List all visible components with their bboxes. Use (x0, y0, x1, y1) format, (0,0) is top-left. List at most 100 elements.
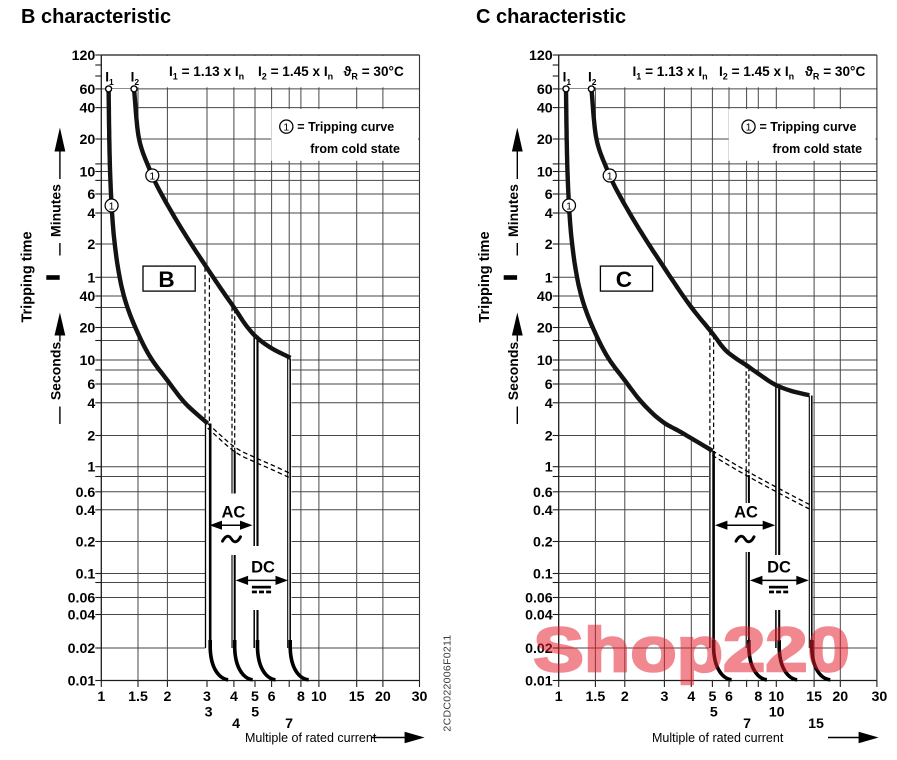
svg-text:40: 40 (537, 289, 553, 305)
svg-text:ϑR = 30°C: ϑR = 30°C (805, 64, 865, 82)
svg-text:0.04: 0.04 (68, 608, 96, 624)
svg-text:I2: I2 (588, 70, 597, 88)
svg-text:6: 6 (268, 689, 276, 705)
svg-text:5: 5 (710, 705, 718, 721)
svg-text:20: 20 (537, 321, 553, 337)
svg-text:DC: DC (767, 558, 791, 576)
svg-text:= Tripping curve: = Tripping curve (760, 120, 857, 134)
svg-text:1.5: 1.5 (586, 689, 606, 705)
svg-text:8: 8 (297, 689, 305, 705)
svg-text:0.2: 0.2 (76, 535, 96, 551)
svg-text:1: 1 (555, 689, 563, 705)
svg-text:6: 6 (87, 187, 95, 203)
svg-text:2: 2 (545, 237, 553, 253)
svg-text:I2 = 1.45 x In: I2 = 1.45 x In (258, 64, 333, 82)
svg-text:I1: I1 (105, 70, 114, 88)
svg-text:20: 20 (80, 132, 96, 148)
svg-text:1: 1 (87, 270, 95, 286)
svg-text:120: 120 (72, 48, 96, 64)
svg-text:1.5: 1.5 (128, 689, 148, 705)
svg-text:Tripping time: Tripping time (477, 231, 493, 322)
svg-text:7: 7 (743, 716, 751, 732)
svg-text:0.4: 0.4 (533, 503, 553, 519)
svg-text:4: 4 (545, 206, 553, 222)
svg-text:10: 10 (537, 165, 553, 181)
svg-text:1: 1 (149, 170, 155, 182)
svg-text:6: 6 (725, 689, 733, 705)
svg-text:I2: I2 (131, 70, 140, 88)
svg-text:40: 40 (80, 289, 96, 305)
svg-text:10: 10 (537, 353, 553, 369)
svg-text:0.06: 0.06 (525, 591, 553, 607)
svg-text:20: 20 (80, 321, 96, 337)
svg-text:10: 10 (80, 165, 96, 181)
svg-text:15: 15 (349, 689, 365, 705)
svg-text:5: 5 (708, 689, 716, 705)
svg-text:from cold state: from cold state (773, 142, 863, 156)
svg-text:Seconds: Seconds (47, 342, 63, 401)
svg-text:40: 40 (537, 101, 553, 117)
svg-text:6: 6 (545, 187, 553, 203)
svg-text:1: 1 (87, 460, 95, 476)
svg-text:0.02: 0.02 (525, 641, 553, 657)
svg-text:60: 60 (80, 82, 96, 98)
svg-text:1: 1 (545, 460, 553, 476)
svg-text:C characteristic: C characteristic (476, 6, 626, 28)
svg-text:3: 3 (205, 705, 213, 721)
svg-text:8: 8 (754, 689, 762, 705)
svg-text:1: 1 (283, 121, 289, 133)
svg-text:10: 10 (311, 689, 327, 705)
svg-text:0.04: 0.04 (525, 608, 553, 624)
svg-text:1: 1 (97, 689, 105, 705)
svg-text:2: 2 (163, 689, 171, 705)
svg-text:7: 7 (285, 716, 293, 732)
svg-text:10: 10 (769, 705, 785, 721)
svg-text:0.6: 0.6 (76, 485, 96, 501)
svg-text:Multiple of rated current: Multiple of rated current (245, 731, 377, 745)
svg-text:ϑR = 30°C: ϑR = 30°C (344, 64, 404, 82)
svg-text:3: 3 (203, 689, 211, 705)
svg-text:from cold state: from cold state (310, 142, 400, 156)
svg-text:1: 1 (607, 170, 613, 182)
svg-text:15: 15 (808, 716, 824, 732)
svg-text:I2 = 1.45 x In: I2 = 1.45 x In (719, 64, 794, 82)
svg-text:1: 1 (545, 270, 553, 286)
svg-text:4: 4 (545, 396, 553, 412)
svg-text:5: 5 (251, 705, 259, 721)
svg-text:I1 = 1.13 x In: I1 = 1.13 x In (633, 64, 708, 82)
svg-text:6: 6 (545, 377, 553, 393)
svg-text:10: 10 (768, 689, 784, 705)
svg-text:2: 2 (87, 237, 95, 253)
svg-text:I1 = 1.13 x In: I1 = 1.13 x In (169, 64, 244, 82)
svg-text:AC: AC (221, 504, 245, 522)
svg-text:2CDC022006F0211: 2CDC022006F0211 (442, 634, 454, 731)
svg-text:4: 4 (232, 716, 240, 732)
svg-text:DC: DC (251, 558, 275, 576)
svg-text:0.02: 0.02 (68, 641, 96, 657)
svg-text:10: 10 (80, 353, 96, 369)
svg-text:I1: I1 (563, 70, 572, 88)
svg-text:30: 30 (872, 689, 888, 705)
svg-text:40: 40 (80, 101, 96, 117)
svg-text:0.06: 0.06 (68, 591, 96, 607)
svg-text:Multiple of rated current: Multiple of rated current (652, 731, 784, 745)
svg-text:4: 4 (87, 206, 95, 222)
svg-text:1: 1 (109, 200, 115, 212)
svg-text:20: 20 (375, 689, 391, 705)
svg-text:0.01: 0.01 (68, 674, 96, 690)
svg-text:AC: AC (734, 504, 758, 522)
svg-text:20: 20 (537, 132, 553, 148)
svg-text:4: 4 (687, 689, 695, 705)
svg-text:Tripping time: Tripping time (20, 231, 36, 322)
svg-text:2: 2 (545, 429, 553, 445)
svg-text:4: 4 (87, 396, 95, 412)
svg-text:0.2: 0.2 (533, 535, 553, 551)
svg-text:1: 1 (746, 121, 752, 133)
svg-text:30: 30 (412, 689, 428, 705)
svg-text:B characteristic: B characteristic (21, 6, 171, 28)
svg-text:Minutes: Minutes (47, 184, 63, 237)
svg-text:2: 2 (621, 689, 629, 705)
svg-text:120: 120 (529, 48, 553, 64)
svg-text:= Tripping curve: = Tripping curve (297, 120, 394, 134)
svg-text:Seconds: Seconds (505, 342, 521, 401)
